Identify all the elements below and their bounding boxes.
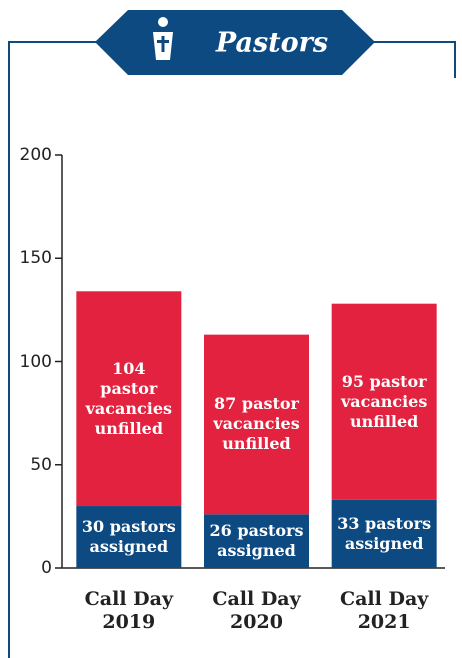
pulpit-icon bbox=[153, 17, 173, 60]
bar-segment bbox=[76, 291, 182, 507]
y-tick-label: 50 bbox=[30, 454, 52, 475]
bar-segment bbox=[331, 499, 437, 568]
x-tick-label: Call Day 2020 bbox=[212, 588, 301, 633]
data-label: 30 pastors assigned bbox=[81, 517, 176, 557]
bar-segment bbox=[76, 506, 182, 568]
data-label: 95 pastor vacancies unfilled bbox=[340, 371, 428, 431]
chart-title: Pastors bbox=[215, 28, 328, 59]
bar-segment bbox=[331, 303, 437, 500]
y-tick-label: 0 bbox=[41, 558, 52, 578]
x-tick-label: Call Day 2021 bbox=[340, 588, 429, 633]
data-label: 26 pastors assigned bbox=[209, 521, 304, 561]
data-label: 104 pastor vacancies unfilled bbox=[85, 358, 173, 438]
x-tick-label: Call Day 2019 bbox=[84, 588, 173, 633]
y-tick-label: 100 bbox=[19, 351, 52, 372]
data-label: 33 pastors assigned bbox=[337, 513, 432, 553]
y-tick-label: 200 bbox=[19, 145, 52, 165]
y-tick-label: 150 bbox=[19, 248, 52, 269]
bar-segment bbox=[204, 334, 309, 515]
bar-segment bbox=[204, 514, 309, 568]
data-label: 87 pastor vacancies unfilled bbox=[213, 394, 300, 454]
